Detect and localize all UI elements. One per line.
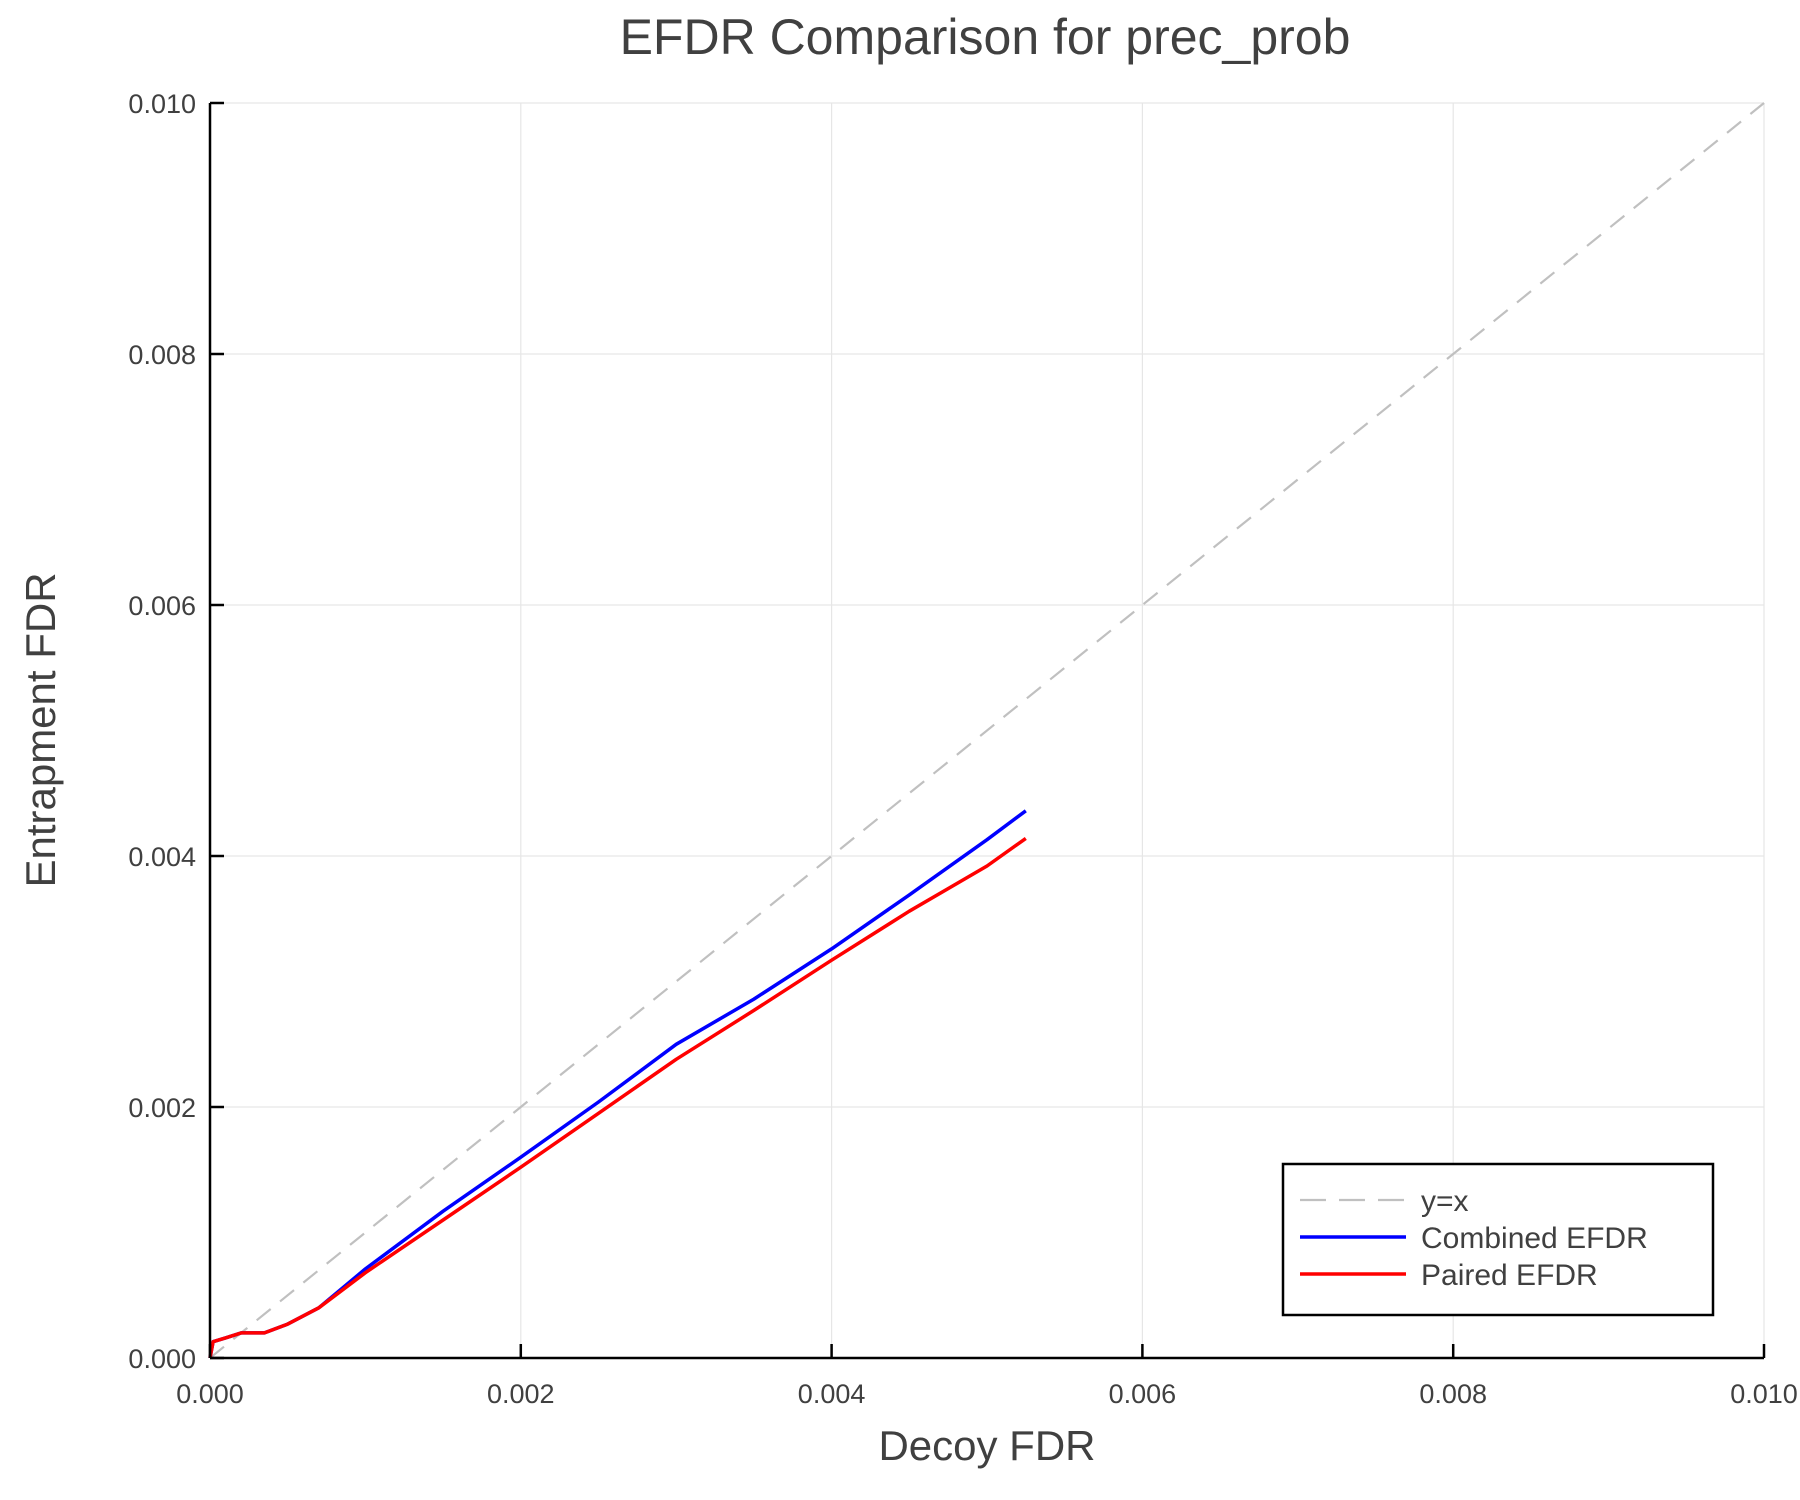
legend-label: y=x <box>1421 1185 1469 1218</box>
legend-label: Paired EFDR <box>1421 1259 1598 1292</box>
legend-box <box>1281 1162 1715 1317</box>
x-axis-label: Decoy FDR <box>878 1422 1095 1469</box>
legend-label: Combined EFDR <box>1421 1222 1648 1255</box>
y-tick-label: 0.010 <box>128 89 196 119</box>
y-tick-label: 0.002 <box>128 1093 196 1123</box>
x-tick-label: 0.004 <box>798 1379 866 1409</box>
series-line-paired-efdr <box>208 836 1027 1359</box>
series-line-combined-efdr <box>208 809 1027 1359</box>
y-tick-label: 0.000 <box>128 1344 196 1374</box>
x-tick-label: 0.008 <box>1419 1379 1487 1409</box>
chart-title: EFDR Comparison for prec_prob <box>620 9 1351 65</box>
y-tick-label: 0.006 <box>128 591 196 621</box>
y-tick-label: 0.004 <box>128 842 196 872</box>
x-tick-label: 0.000 <box>176 1379 244 1409</box>
legend: y=x Combined EFDR Paired EFDR <box>1281 1162 1715 1317</box>
axes: 0.000 0.002 0.004 0.006 0.008 0.010 0.000 0.002… <box>128 89 1797 1409</box>
x-tick-label: 0.010 <box>1730 1379 1798 1409</box>
y-axis-label: Entrapment FDR <box>17 572 64 887</box>
series-group <box>208 102 1765 1359</box>
x-tick-label: 0.006 <box>1109 1379 1177 1409</box>
x-tick-label: 0.002 <box>487 1379 555 1409</box>
y-tick-label: 0.008 <box>128 340 196 370</box>
series-line-y-x <box>209 102 1765 1359</box>
